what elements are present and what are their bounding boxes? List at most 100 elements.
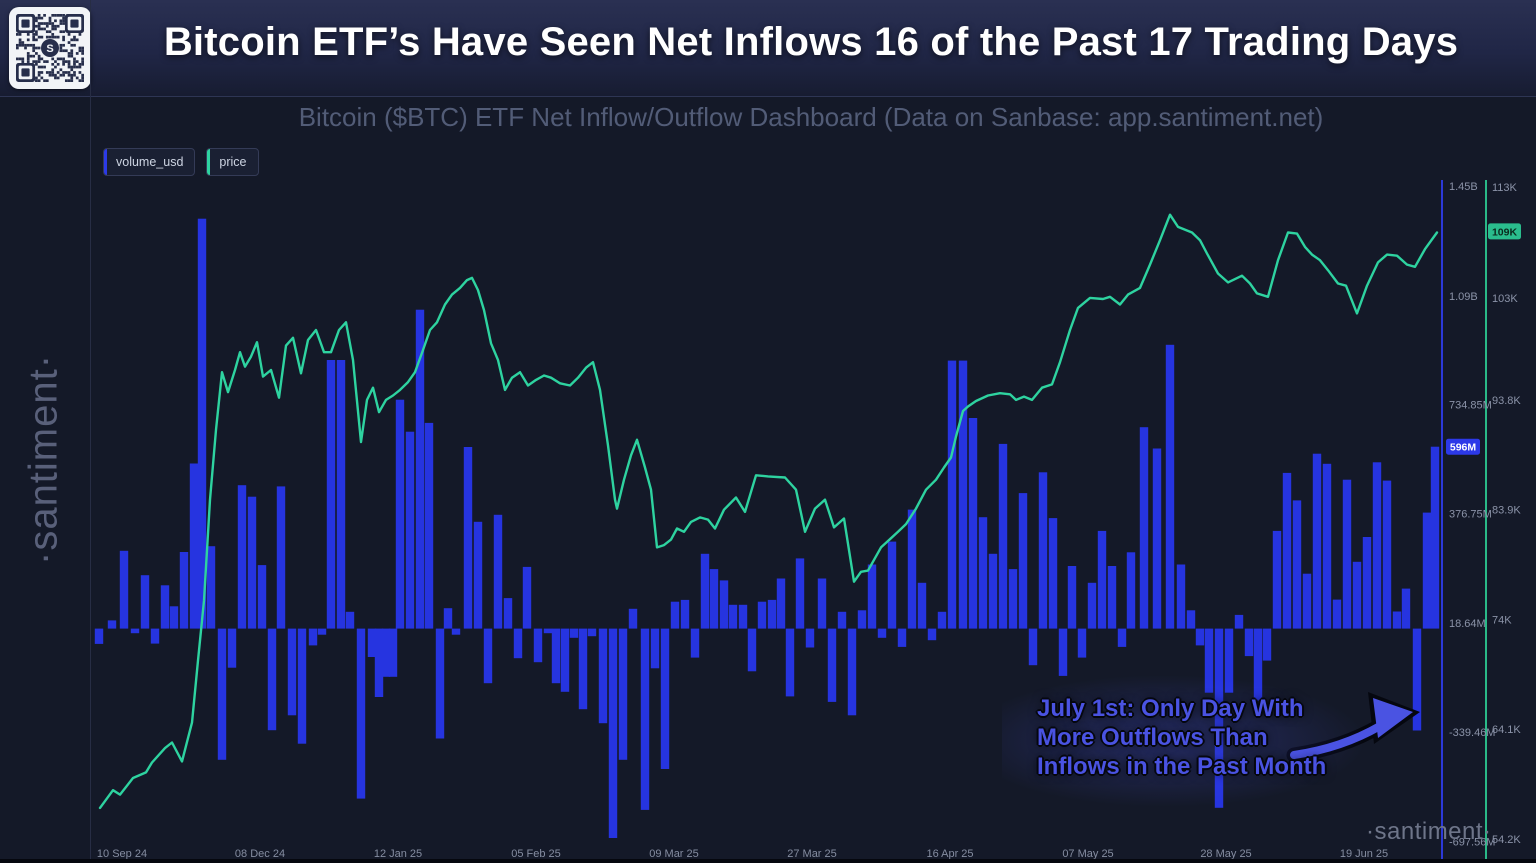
volume-bar (998, 443, 1008, 629)
volume-last-badge (1446, 438, 1480, 455)
legend-chip-volume[interactable]: volume_usd (103, 148, 196, 176)
page-title: Bitcoin ETF’s Have Seen Net Inflows 16 o… (163, 20, 1459, 64)
volume-bar (847, 628, 857, 716)
qr-code-image: S (16, 14, 84, 82)
volume-axis-tick: 1.09B (1449, 291, 1478, 303)
legend-label-volume: volume_usd (116, 155, 184, 169)
price-axis-tick: 83.9K (1492, 505, 1521, 517)
volume-bar (1362, 537, 1372, 629)
x-axis-date-label: 08 Dec 24 (235, 848, 285, 860)
x-axis-date-label: 19 Jun 25 (1340, 848, 1388, 860)
x-axis-date-label: 10 Sep 24 (97, 848, 147, 860)
volume-bar (1382, 480, 1392, 629)
annotation-callout: July 1st: Only Day With More Outflows Th… (1037, 694, 1347, 781)
volume-bar (837, 611, 847, 629)
volume-bar (1077, 628, 1087, 658)
volume-bar (317, 628, 327, 635)
volume-bar (1282, 472, 1292, 629)
annotation-line: July 1st: Only Day With (1037, 695, 1304, 722)
x-axis-date-label: 16 Apr 25 (926, 848, 973, 860)
price-axis-tick: 64.1K (1492, 724, 1521, 736)
volume-bar (670, 601, 680, 629)
price-axis-tick: 54.2K (1492, 834, 1521, 846)
volume-bar (1332, 599, 1342, 629)
volume-bar (578, 628, 588, 710)
volume-last-badge-label: 596M (1450, 442, 1477, 454)
volume-bar (738, 604, 748, 629)
volume-bar (483, 628, 493, 684)
volume-bar (463, 447, 473, 629)
volume-bar (640, 628, 650, 810)
volume-bar (356, 628, 366, 799)
volume-bar (381, 628, 391, 677)
volume-bar (276, 486, 286, 629)
volume-bar (776, 578, 786, 629)
volume-bar (513, 628, 523, 659)
volume-bar (608, 628, 618, 838)
volume-bar (1392, 611, 1402, 629)
volume-bar (94, 628, 104, 644)
volume-bar (618, 628, 628, 760)
volume-bars (94, 218, 1440, 838)
volume-bar (374, 628, 384, 697)
volume-bar (1008, 569, 1018, 629)
volume-bar (857, 610, 867, 629)
volume-bar (598, 628, 608, 724)
volume-bar (968, 418, 978, 629)
volume-bar (1018, 493, 1028, 629)
volume-bar (947, 360, 957, 629)
volume-bar (1028, 628, 1038, 666)
volume-bar (1117, 628, 1127, 647)
volume-bar (817, 578, 827, 629)
volume-bar (795, 558, 805, 629)
volume-bar (1214, 628, 1224, 808)
volume-bar (1067, 566, 1077, 629)
volume-bar (206, 546, 216, 629)
volume-bar (1107, 566, 1117, 629)
volume-bar (1401, 588, 1411, 629)
volume-bar (435, 628, 445, 739)
volume-bar (907, 509, 917, 629)
volume-bar (1126, 552, 1136, 629)
x-axis-date-label: 27 Mar 25 (787, 848, 837, 860)
annotation-line: Inflows in the Past Month (1037, 753, 1327, 780)
volume-bar (709, 569, 719, 629)
legend-chip-price[interactable]: price (206, 148, 259, 176)
volume-bar (150, 628, 160, 644)
legend-label-price: price (219, 155, 247, 169)
volume-bar (719, 580, 729, 629)
volume-bar (287, 628, 297, 716)
volume-bar (1224, 628, 1234, 693)
price-axis-tick: 93.8K (1492, 395, 1521, 407)
volume-bar (1058, 628, 1068, 676)
volume-bar (680, 599, 690, 629)
volume-bar (1292, 500, 1302, 629)
volume-bar (1272, 530, 1282, 629)
volume-bar (179, 552, 189, 629)
volume-bar (728, 604, 738, 629)
volume-bar (189, 463, 199, 629)
volume-bar (1312, 453, 1322, 629)
volume-bar (1038, 472, 1048, 629)
volume-bar (533, 628, 543, 663)
volume-bar (107, 620, 117, 629)
volume-bar (227, 628, 237, 668)
x-axis-date-label: 05 Feb 25 (511, 848, 561, 860)
legend: volume_usd price (103, 148, 259, 176)
volume-bar (1422, 512, 1432, 629)
volume-bar (493, 514, 503, 629)
volume-bar (1234, 614, 1244, 629)
price-line-group (98, 213, 1439, 810)
volume-bar (785, 628, 795, 697)
volume-bar (1430, 446, 1440, 629)
volume-bar (1412, 628, 1422, 731)
volume-bar (297, 628, 307, 744)
volume-bar (336, 360, 346, 629)
volume-bar (140, 575, 150, 629)
volume-bar (867, 564, 877, 629)
price-line (98, 213, 1439, 810)
volume-bar (988, 553, 998, 629)
volume-bar (1204, 628, 1214, 693)
volume-bar (169, 606, 179, 629)
